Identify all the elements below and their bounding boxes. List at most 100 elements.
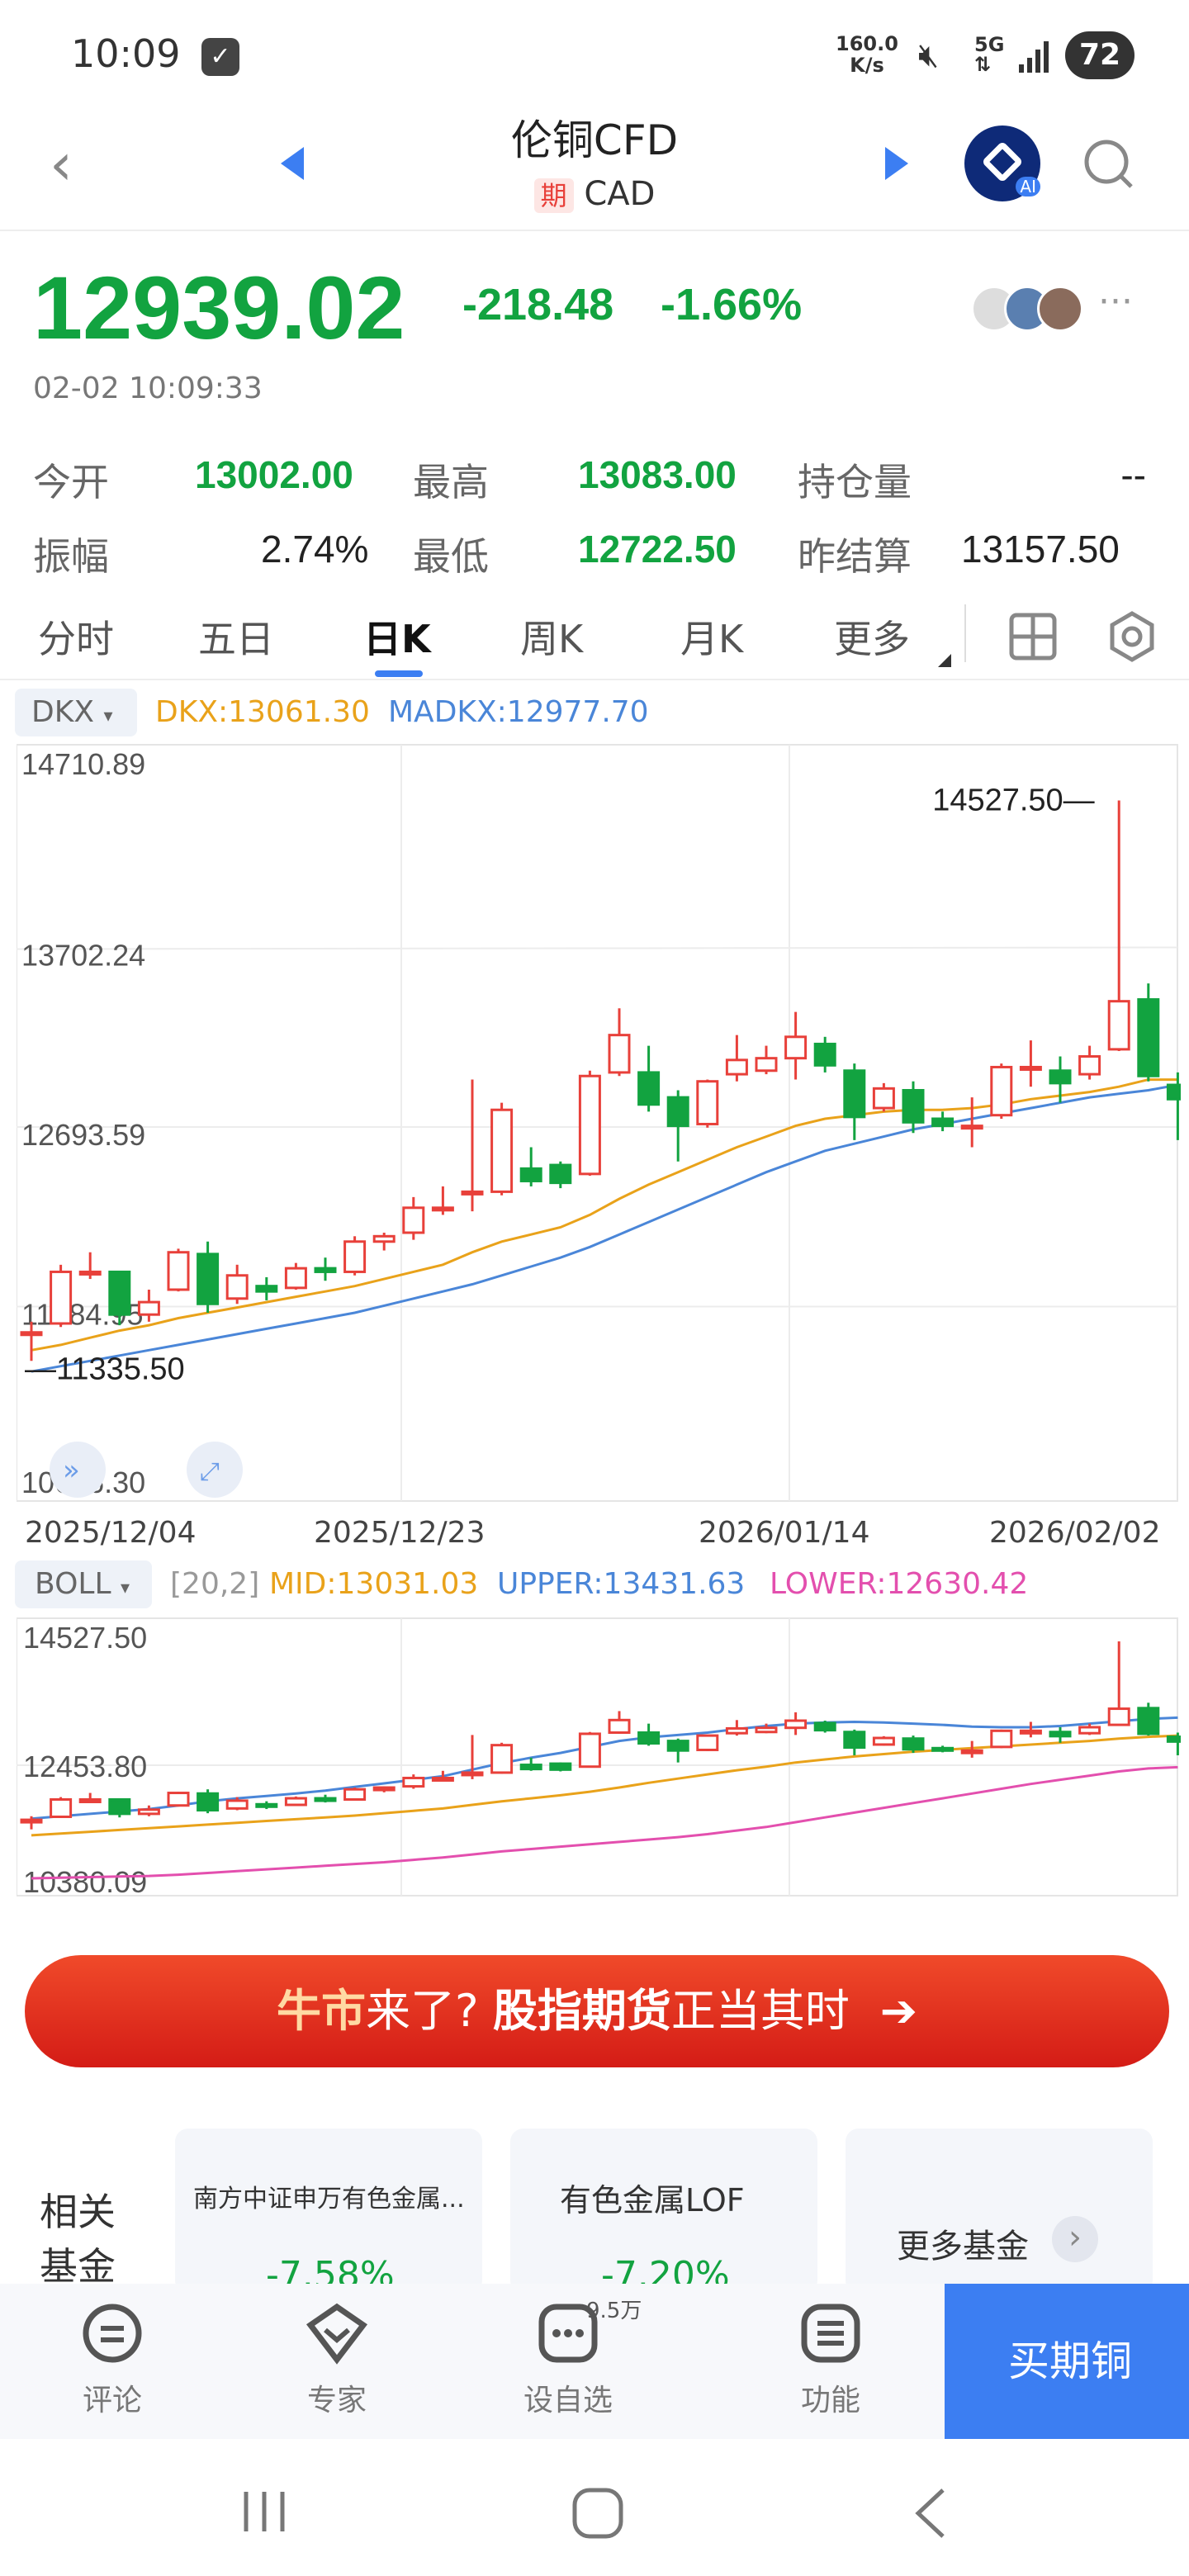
tab-weekly-k[interactable]: 周K xyxy=(520,617,584,661)
arrow-right-icon: ➔ xyxy=(879,1985,917,2037)
candle-body xyxy=(755,1057,778,1073)
x-tick-label: 2025/12/04 xyxy=(25,1516,197,1550)
functions-icon xyxy=(801,2304,860,2363)
tab-more[interactable]: 更多 xyxy=(834,617,910,661)
fund-card[interactable]: 有色金属LOF -7.20% xyxy=(510,2129,817,2296)
buy-copper-button[interactable]: 买期铜 xyxy=(945,2284,1189,2439)
candle-body xyxy=(1137,1707,1160,1735)
tab-five-day[interactable]: 五日 xyxy=(198,617,274,661)
candle-body xyxy=(20,1818,43,1824)
candle-body xyxy=(50,1270,73,1325)
y-tick-label: 12453.80 xyxy=(23,1750,147,1783)
candle-body xyxy=(402,1206,425,1234)
tab-daily-k[interactable]: 日K xyxy=(363,617,431,661)
dkx-line xyxy=(31,1078,1178,1352)
candle-body xyxy=(1166,1735,1181,1743)
back-nav-icon[interactable] xyxy=(912,2487,948,2540)
grid-line xyxy=(17,946,1178,950)
home-icon[interactable] xyxy=(571,2487,624,2540)
candle-body xyxy=(461,1771,484,1777)
quote-panel: 12939.02 -218.48 -1.66% 02-02 10:09:33 ·… xyxy=(0,239,1189,429)
candle-body xyxy=(637,1731,661,1745)
candle-body xyxy=(1107,1707,1130,1726)
candle-body xyxy=(402,1776,425,1788)
dkx-value: DKX:13061.30 xyxy=(155,695,370,729)
recent-apps-icon[interactable] xyxy=(239,2488,289,2535)
comment-icon xyxy=(83,2304,142,2363)
more-icon[interactable]: ··· xyxy=(1098,281,1133,323)
x-tick-label: 2026/01/14 xyxy=(699,1516,870,1550)
candle-body xyxy=(666,1096,689,1128)
promo-banner[interactable]: 牛市来了? 股指期货正当其时 ➔ xyxy=(25,1955,1169,2067)
candle-body xyxy=(167,1792,190,1807)
add-watchlist-button[interactable]: 设自选 9.5万 xyxy=(494,2299,642,2419)
candle-body xyxy=(843,1731,866,1750)
tab-intraday[interactable]: 分时 xyxy=(38,617,114,661)
candle-body xyxy=(343,1788,367,1802)
candle-body xyxy=(314,1267,337,1273)
quote-timestamp: 02-02 10:09:33 xyxy=(33,372,263,405)
candlestick-chart[interactable]: 14710.8913702.2412693.5911684.9510676.30… xyxy=(17,743,1181,1511)
x-tick-label: 2026/02/02 xyxy=(989,1516,1161,1550)
candle-body xyxy=(1049,1731,1072,1738)
boll-params: [20,2] xyxy=(170,1567,260,1601)
candle-body xyxy=(637,1071,661,1106)
min-price-label: —11335.50 xyxy=(25,1352,185,1386)
user-avatars[interactable] xyxy=(971,286,1087,332)
y-tick-label: 10380.09 xyxy=(23,1865,147,1899)
candle-body xyxy=(813,1721,836,1732)
candle-body xyxy=(608,1034,631,1074)
boll-mid-line xyxy=(31,1734,1178,1837)
tab-monthly-k[interactable]: 月K xyxy=(680,617,744,661)
candle-body xyxy=(255,1802,278,1808)
candle-body xyxy=(431,1206,454,1212)
instrument-code: CAD xyxy=(584,175,656,213)
candle-body xyxy=(1049,1069,1072,1085)
candle-body xyxy=(990,1729,1013,1749)
candle-body xyxy=(725,1058,748,1076)
candle-body xyxy=(78,1798,102,1804)
candle-body xyxy=(696,1080,719,1125)
candle-body xyxy=(78,1270,102,1276)
candle-body xyxy=(784,1035,808,1060)
nav-header: ‹ 伦铜CFD 期 CAD AI xyxy=(0,107,1189,231)
signal-bars-icon xyxy=(1019,41,1049,73)
boll-lower-value: LOWER:12630.42 xyxy=(770,1567,1029,1601)
candle-body xyxy=(343,1240,367,1273)
title-block: 伦铜CFD 期 CAD xyxy=(429,107,760,213)
candle-body xyxy=(960,1125,983,1130)
candle-body xyxy=(1019,1729,1042,1735)
settings-icon[interactable] xyxy=(1106,611,1158,662)
back-icon[interactable]: ‹ xyxy=(50,130,73,198)
indicator-selector-boll[interactable]: BOLL ▾ xyxy=(15,1560,152,1608)
candle-body xyxy=(666,1740,689,1752)
candle-body xyxy=(225,1274,249,1300)
search-icon[interactable] xyxy=(1082,137,1136,192)
candle-body xyxy=(902,1737,925,1751)
next-instrument-icon[interactable] xyxy=(885,147,908,180)
grid-layout-icon[interactable] xyxy=(1009,613,1057,661)
y-tick-label: 14527.50 xyxy=(23,1621,147,1655)
notification-icon: ✓ xyxy=(201,38,239,76)
ai-assistant-icon[interactable]: AI xyxy=(964,125,1040,201)
boll-mid-value: MID:13031.03 xyxy=(269,1567,479,1601)
boll-chart[interactable]: 14527.50 12453.80 10380.09 xyxy=(17,1617,1181,1899)
candle-body xyxy=(461,1190,484,1196)
indicator-selector-dkx[interactable]: DKX ▾ xyxy=(15,689,137,736)
battery-indicator: 72 xyxy=(1065,31,1135,79)
fund-card[interactable]: 南方中证申万有色金属... -7.58% xyxy=(175,2129,482,2296)
candle-body xyxy=(1078,1055,1101,1076)
candle-body xyxy=(108,1798,131,1816)
fund-name: 有色金属LOF xyxy=(560,2182,745,2218)
candle-body xyxy=(197,1792,220,1812)
candle-body xyxy=(490,1744,514,1774)
fullscreen-button-icon xyxy=(187,1442,243,1498)
watch-count: 9.5万 xyxy=(586,2299,642,2323)
functions-button[interactable]: 功能 xyxy=(756,2300,905,2419)
prev-instrument-icon[interactable] xyxy=(281,147,304,180)
madkx-line xyxy=(31,1083,1178,1373)
more-funds-card[interactable]: 更多基金 › xyxy=(846,2129,1153,2294)
candle-body xyxy=(755,1726,778,1734)
comment-button[interactable]: 评论 xyxy=(38,2300,187,2419)
expert-button[interactable]: 专家 xyxy=(263,2300,411,2419)
